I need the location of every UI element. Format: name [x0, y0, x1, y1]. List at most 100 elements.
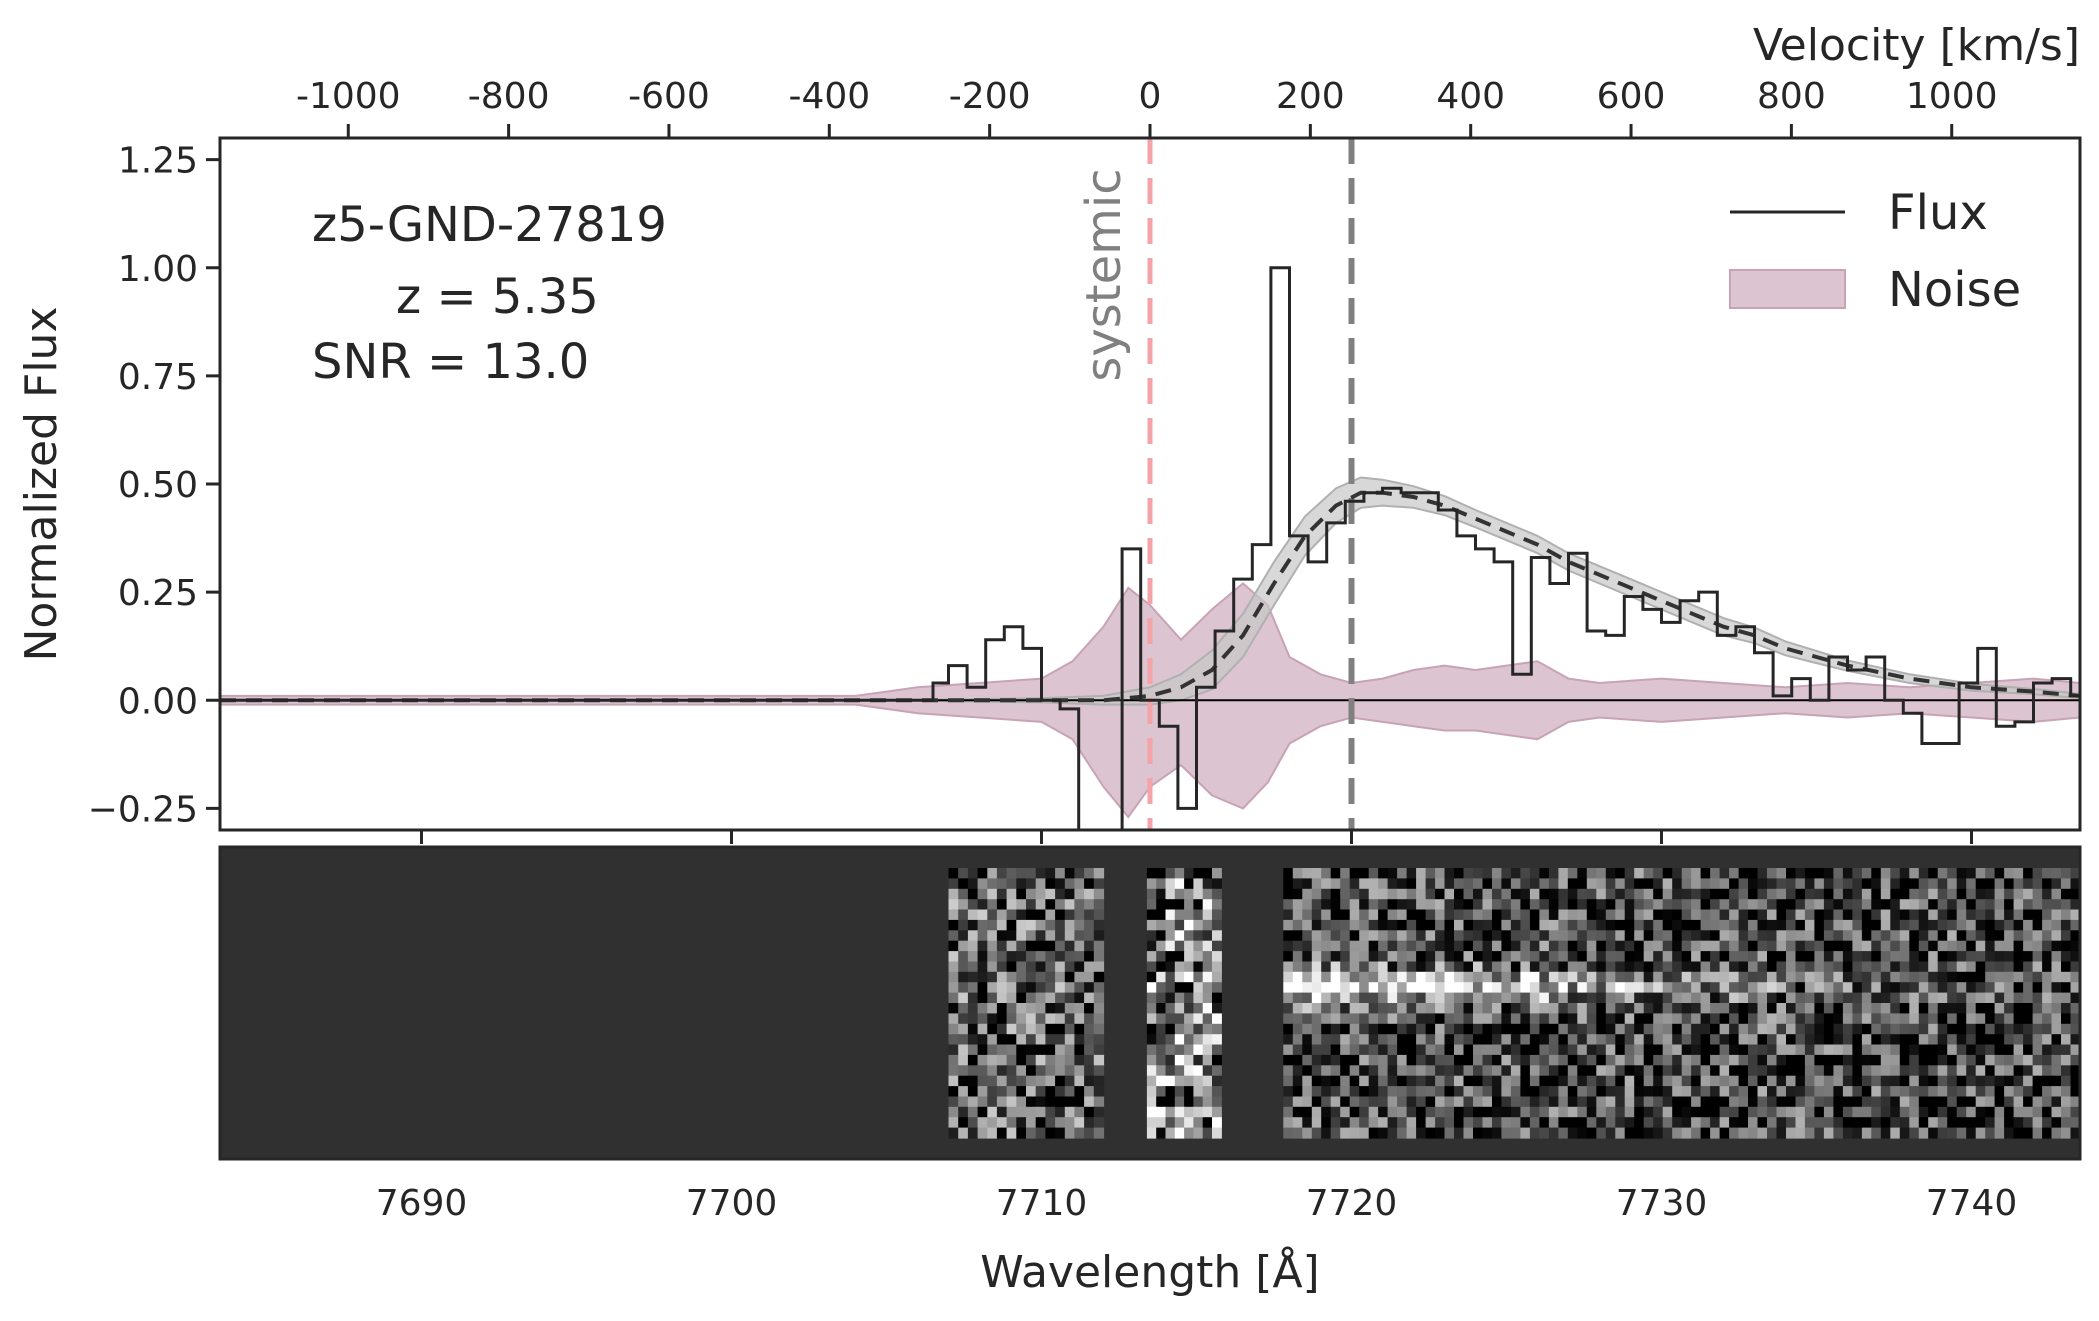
image-pixel — [1387, 1013, 1398, 1025]
image-pixel — [1710, 1013, 1721, 1025]
image-pixel — [1700, 992, 1711, 1004]
image-pixel — [1292, 961, 1303, 973]
image-pixel — [2061, 1127, 2072, 1139]
image-pixel — [1672, 1065, 1683, 1077]
image-pixel — [1340, 1044, 1351, 1056]
image-pixel — [1397, 1127, 1408, 1139]
image-pixel — [1928, 1106, 1939, 1118]
image-pixel — [1548, 1096, 1559, 1108]
image-pixel — [1492, 1096, 1503, 1108]
image-pixel — [977, 951, 988, 963]
image-pixel — [1321, 888, 1332, 900]
image-pixel — [1359, 1013, 1370, 1025]
systemic-label: systemic — [1076, 168, 1132, 381]
image-pixel — [1985, 878, 1996, 890]
image-pixel — [1184, 1023, 1194, 1035]
image-pixel — [1330, 1023, 1341, 1035]
image-pixel — [1174, 1075, 1185, 1087]
image-pixel — [1691, 899, 1702, 911]
image-pixel — [1311, 919, 1322, 931]
image-pixel — [1842, 1003, 1853, 1014]
image-pixel — [977, 868, 988, 879]
image-pixel — [1529, 971, 1540, 983]
image-pixel — [2032, 1096, 2043, 1108]
image-pixel — [1093, 1023, 1105, 1035]
image-pixel — [2032, 919, 2043, 931]
image-pixel — [2032, 878, 2043, 890]
image-pixel — [1539, 940, 1550, 952]
image-pixel — [1212, 878, 1222, 890]
image-pixel — [1852, 1075, 1863, 1087]
image-pixel — [2070, 1054, 2080, 1066]
image-pixel — [1634, 878, 1645, 890]
image-pixel — [2004, 909, 2015, 921]
image-pixel — [1672, 1075, 1683, 1087]
image-pixel — [1035, 1054, 1046, 1066]
image-pixel — [1634, 951, 1645, 963]
image-pixel — [1482, 951, 1493, 963]
image-pixel — [1842, 1065, 1853, 1077]
image-pixel — [1387, 1023, 1398, 1035]
image-pixel — [1349, 1117, 1360, 1129]
image-pixel — [1074, 1106, 1085, 1118]
image-pixel — [1947, 1044, 1958, 1056]
image-pixel — [1691, 1086, 1702, 1098]
image-pixel — [1928, 1013, 1939, 1025]
image-pixel — [1482, 982, 1493, 994]
image-pixel — [1026, 1044, 1037, 1056]
image-pixel — [1909, 992, 1920, 1004]
image-pixel — [1804, 961, 1815, 973]
image-pixel — [1947, 1065, 1958, 1077]
image-pixel — [1406, 909, 1417, 921]
image-pixel — [1890, 888, 1901, 900]
image-pixel — [1184, 940, 1194, 952]
image-pixel — [1387, 868, 1398, 879]
image-pixel — [1577, 930, 1588, 942]
image-pixel — [1814, 951, 1825, 963]
image-pixel — [1842, 992, 1853, 1004]
image-pixel — [2023, 1117, 2034, 1129]
image-pixel — [1444, 1065, 1455, 1077]
x-tick-label: 7730 — [1616, 1183, 1708, 1224]
image-pixel — [1909, 1034, 1920, 1046]
image-pixel — [1174, 951, 1185, 963]
image-pixel — [1321, 982, 1332, 994]
image-pixel — [1529, 1003, 1540, 1014]
image-pixel — [1444, 1106, 1455, 1118]
image-pixel — [1035, 899, 1046, 911]
image-pixel — [1311, 1127, 1322, 1139]
image-pixel — [1662, 899, 1673, 911]
image-pixel — [1852, 1054, 1863, 1066]
image-pixel — [1006, 1054, 1017, 1066]
image-pixel — [1006, 982, 1017, 994]
image-pixel — [1529, 1054, 1540, 1066]
image-pixel — [1026, 992, 1037, 1004]
image-pixel — [1767, 1127, 1778, 1139]
image-pixel — [1093, 1096, 1105, 1108]
image-pixel — [1425, 1086, 1436, 1098]
image-pixel — [1055, 940, 1066, 952]
image-pixel — [1397, 888, 1408, 900]
image-pixel — [1340, 1054, 1351, 1066]
image-pixel — [1672, 951, 1683, 963]
image-pixel — [1956, 899, 1967, 911]
image-pixel — [1510, 1065, 1521, 1077]
image-pixel — [1501, 1034, 1512, 1046]
image-pixel — [1700, 919, 1711, 931]
image-pixel — [1026, 971, 1037, 983]
image-pixel — [1340, 1075, 1351, 1087]
image-pixel — [1529, 982, 1540, 994]
image-pixel — [1548, 982, 1559, 994]
image-pixel — [1193, 1003, 1204, 1014]
image-pixel — [1035, 1013, 1046, 1025]
image-pixel — [2032, 888, 2043, 900]
image-pixel — [1146, 899, 1157, 911]
image-pixel — [1212, 1054, 1222, 1066]
image-pixel — [1397, 1117, 1408, 1129]
image-pixel — [2004, 992, 2015, 1004]
image-pixel — [1045, 1023, 1056, 1035]
image-pixel — [1074, 982, 1085, 994]
image-pixel — [1700, 940, 1711, 952]
image-pixel — [967, 1106, 979, 1118]
image-pixel — [1026, 1013, 1037, 1025]
